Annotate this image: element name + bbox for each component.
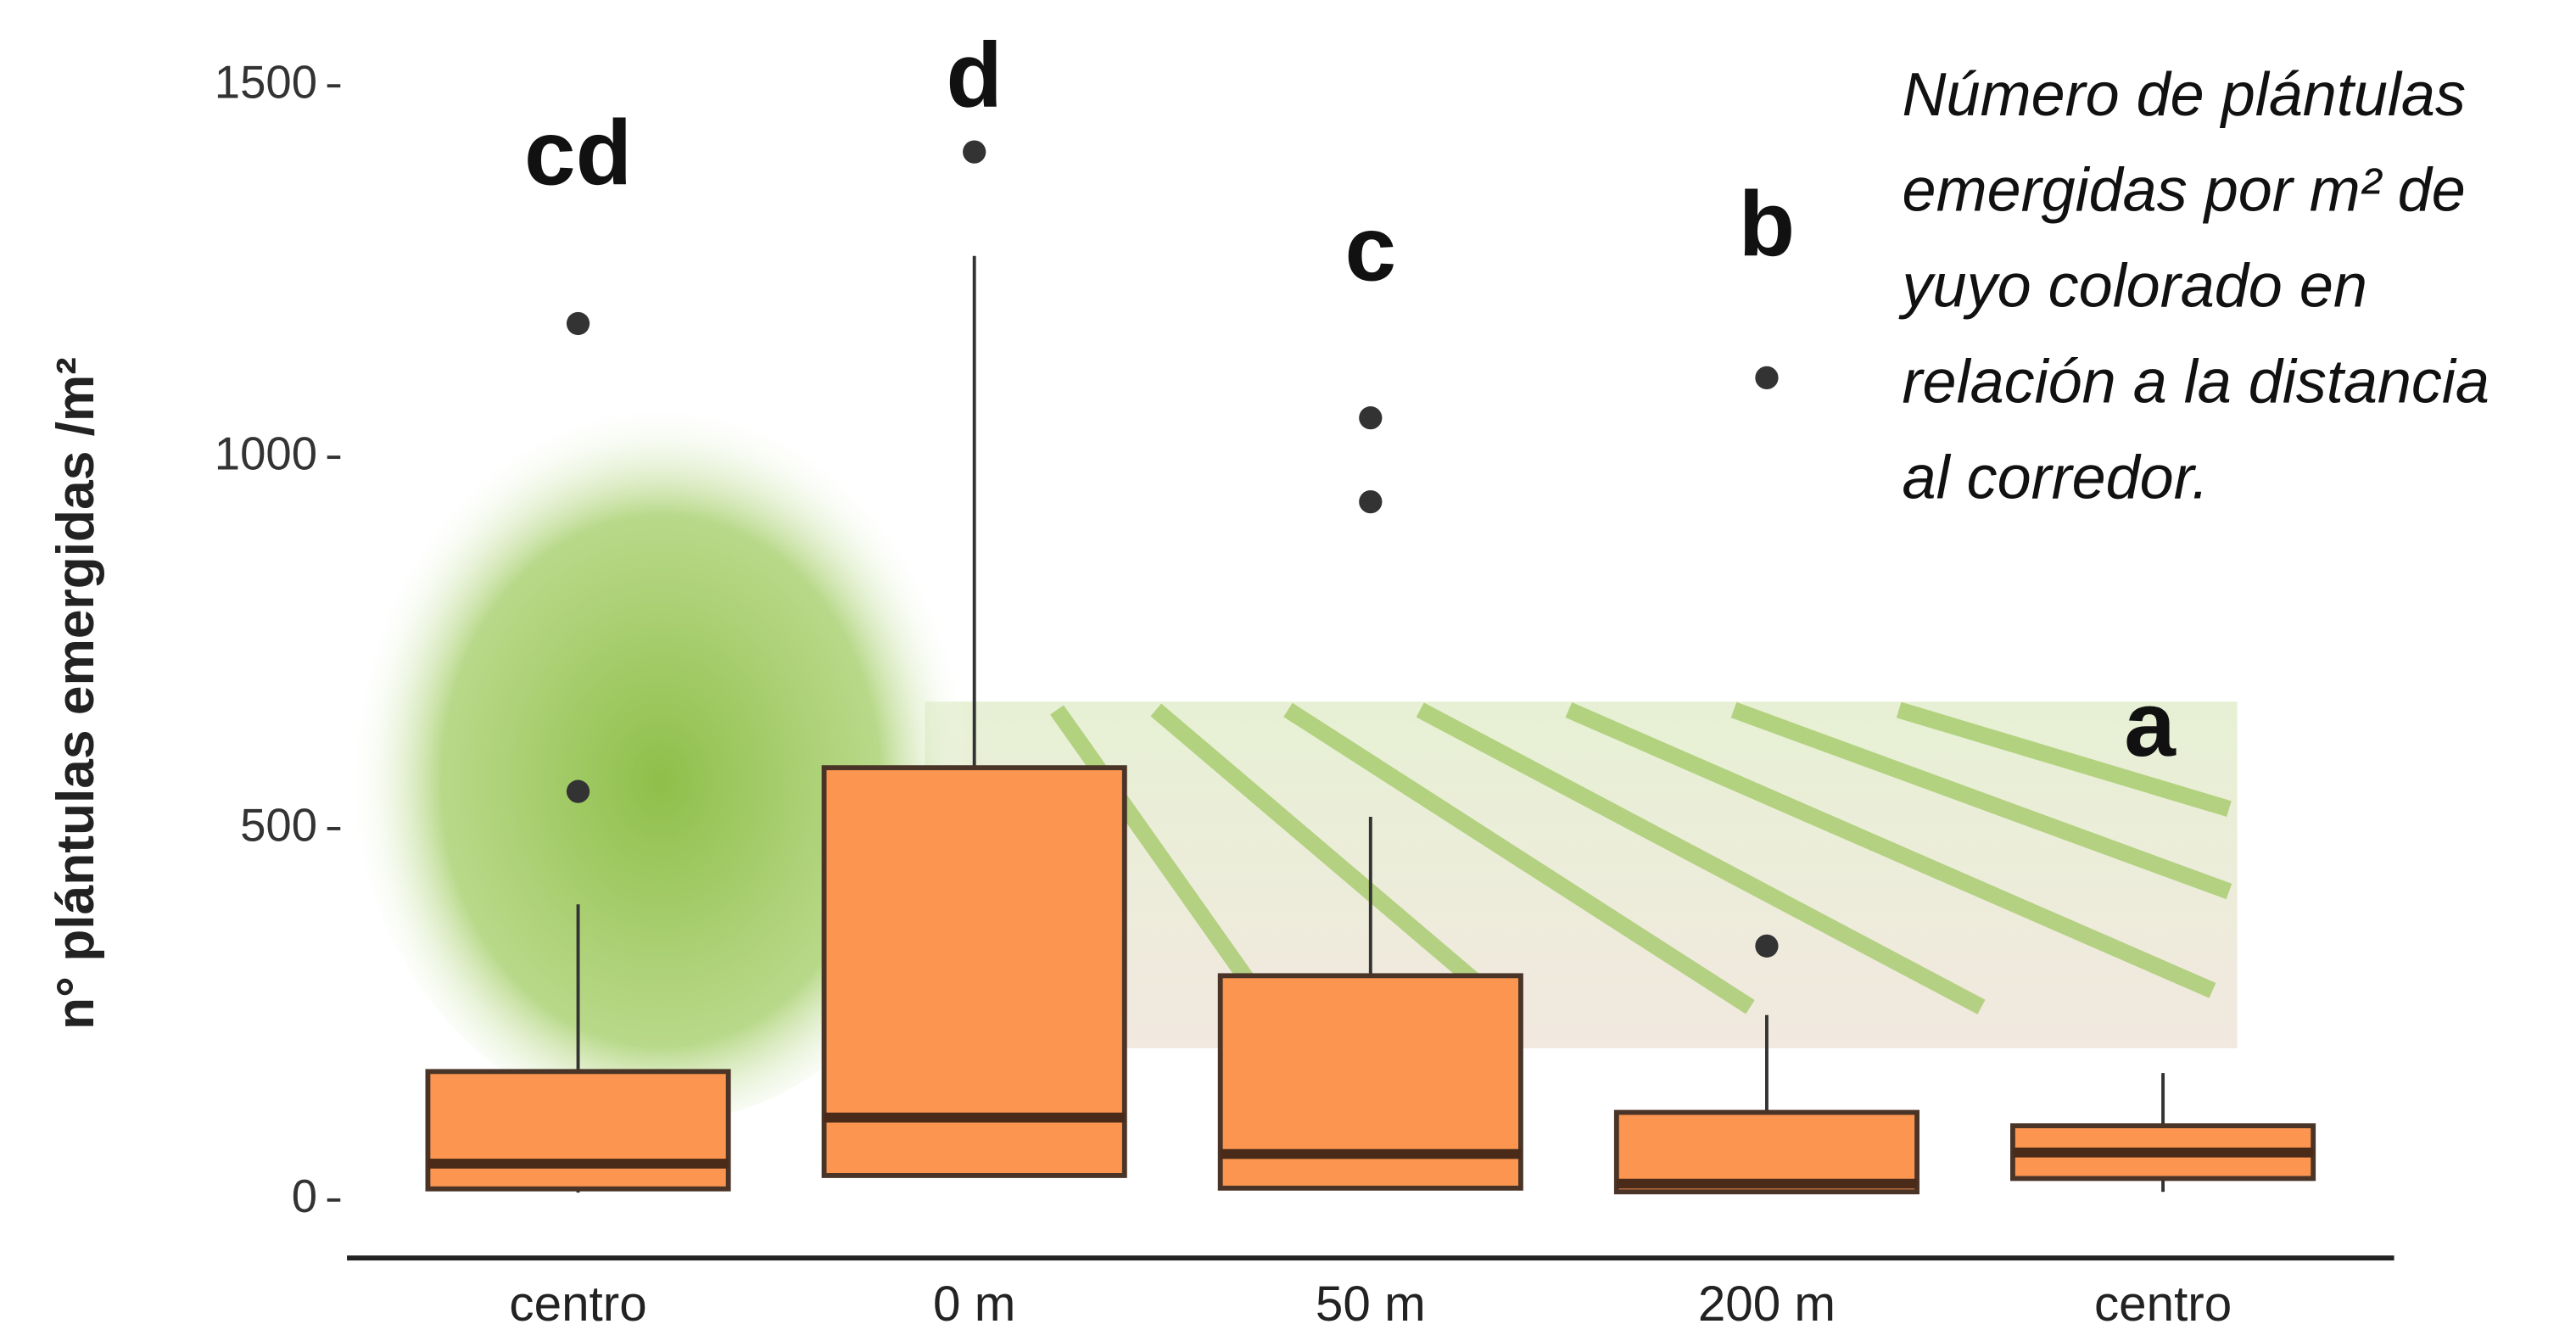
outlier — [1359, 490, 1382, 513]
significance-label: c — [1345, 197, 1397, 300]
significance-label: d — [946, 24, 1003, 127]
y-tick-label: 1000 — [215, 427, 317, 479]
y-tick-label: 1500 — [215, 57, 317, 109]
outlier — [1359, 406, 1382, 429]
annotation: Número de plántulas emergidas por m² de yu… — [1898, 61, 2489, 512]
x-tick-label: 0 m — [933, 1277, 1015, 1324]
y-tick-label: 0 — [292, 1170, 317, 1222]
outlier — [567, 780, 590, 803]
annotation-line: al corredor. — [1903, 444, 2209, 511]
annotation-line: yuyo colorado en — [1898, 253, 2367, 321]
y-tick-label: 500 — [240, 799, 317, 851]
y-axis-title: n° plántulas emergidas /m² — [47, 357, 105, 1030]
significance-label: b — [1739, 172, 1796, 276]
outlier — [1755, 935, 1778, 958]
x-tick-label: 200 m — [1698, 1277, 1836, 1324]
chart: n° plántulas emergidas /m² Número de plá… — [0, 0, 2576, 1324]
outlier — [567, 312, 590, 335]
annotation-line: Número de plántulas — [1903, 61, 2466, 129]
x-tick-label: centro — [509, 1277, 646, 1324]
significance-label: a — [2124, 673, 2176, 776]
annotation-line: relación a la distancia — [1903, 348, 2489, 416]
x-tick-label: 50 m — [1316, 1277, 1426, 1324]
page: n° plántulas emergidas /m² Número de plá… — [0, 0, 2576, 1324]
outlier — [1755, 366, 1778, 389]
significance-label: cd — [524, 102, 632, 205]
box — [427, 1071, 728, 1188]
outlier — [963, 141, 986, 164]
annotation-line: emergidas por m² de — [1903, 157, 2466, 225]
x-tick-label: centro — [2094, 1277, 2232, 1324]
